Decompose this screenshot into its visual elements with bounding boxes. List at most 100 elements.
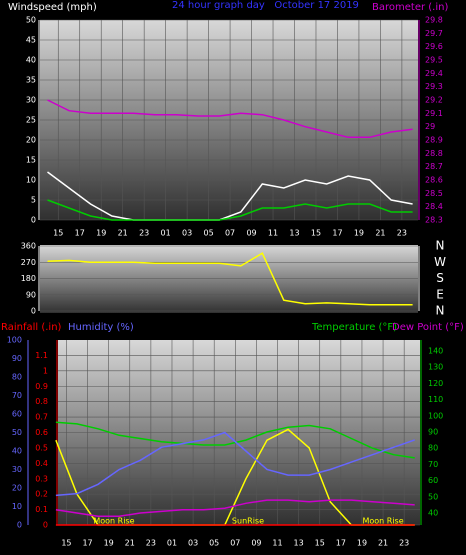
axis-label: Barometer (.in) — [372, 2, 448, 13]
y-tick-label: 0 — [43, 521, 48, 530]
y-tick-label: 110 — [428, 395, 443, 404]
y-tick-label: 0.9 — [35, 382, 48, 391]
y-tick-label: 60 — [12, 410, 22, 419]
y-tick-label: 60 — [428, 476, 438, 485]
y-tick-label: 0.4 — [35, 459, 48, 468]
series-line — [47, 199, 413, 221]
y-tick-label: 29.5 — [425, 56, 443, 65]
annotation: Moon Rise — [362, 517, 403, 526]
y-tick-label: 40 — [12, 447, 22, 456]
x-tick-label: 01 — [167, 539, 177, 548]
series-line — [55, 499, 415, 518]
axis-label: Rainfall (.in) — [1, 322, 62, 333]
x-tick-label: 15 — [61, 539, 71, 548]
y-tick-label: 15 — [26, 156, 36, 165]
y-tick-label: 29.7 — [425, 29, 443, 38]
y-tick-label: 0.6 — [35, 428, 48, 437]
y-tick-label: 1.1 — [35, 351, 48, 360]
y-tick-label: 29.6 — [425, 42, 443, 51]
axis-label: Temperature (°F) — [311, 322, 397, 333]
y-tick-label: 28.3 — [425, 216, 443, 225]
axis-label: Dew Point (°F) — [392, 322, 464, 333]
x-tick-label: 05 — [209, 539, 219, 548]
y-tick-label: 0 — [31, 216, 36, 225]
x-tick-label: 05 — [204, 229, 214, 238]
x-tick-label: 17 — [332, 229, 342, 238]
annotation: Moon Rise — [93, 517, 134, 526]
y-tick-label: 40 — [26, 56, 36, 65]
x-tick-label: 11 — [268, 229, 278, 238]
plot-area — [40, 245, 418, 313]
y-tick-label: 80 — [12, 373, 22, 382]
y-tick-label: 28.9 — [425, 136, 443, 145]
x-tick-label: 03 — [182, 229, 192, 238]
y-tick-label: 0.1 — [35, 505, 48, 514]
x-tick-label: 23 — [399, 539, 409, 548]
x-tick-label: 19 — [357, 539, 367, 548]
x-tick-label: 23 — [397, 229, 407, 238]
y-tick-label: 29.3 — [425, 82, 443, 91]
y-tick-label: 100 — [7, 336, 22, 345]
series-line — [47, 252, 413, 306]
y-tick-label: 28.7 — [425, 162, 443, 171]
annotation: SunRise — [232, 517, 264, 526]
y-tick-label: 50 — [26, 16, 36, 25]
y-tick-label: 29.4 — [425, 69, 443, 78]
y-tick-label: 28.4 — [425, 202, 443, 211]
x-tick-label: 15 — [315, 539, 325, 548]
chart-title: 24 hour graph day October 17 2019 — [172, 0, 359, 11]
x-tick-label: 13 — [294, 539, 304, 548]
axis-label: Humidity (%) — [68, 322, 134, 333]
y-tick-label: 10 — [12, 502, 22, 511]
x-tick-label: 03 — [188, 539, 198, 548]
y-tick-label: 35 — [26, 76, 36, 85]
x-tick-label: 11 — [272, 539, 282, 548]
y-tick-label: 30 — [26, 96, 36, 105]
y-tick-label: 130 — [428, 363, 443, 372]
y-tick-label: 80 — [428, 444, 438, 453]
x-tick-label: 21 — [125, 539, 135, 548]
y-tick-label: 28.8 — [425, 149, 443, 158]
y-tick-label: 0.3 — [35, 474, 48, 483]
x-tick-label: 09 — [246, 229, 256, 238]
y-tick-label: 0.2 — [35, 490, 48, 499]
y-tick-label: 50 — [12, 428, 22, 437]
x-tick-label: 19 — [354, 229, 364, 238]
y-tick-label: 10 — [26, 176, 36, 185]
y-tick-label: N — [436, 304, 445, 318]
x-tick-label: 21 — [378, 539, 388, 548]
y-tick-label: 1 — [43, 366, 48, 375]
y-tick-label: 29 — [425, 122, 435, 131]
y-tick-label: E — [436, 287, 444, 301]
y-tick-label: 120 — [428, 379, 443, 388]
y-tick-label: 180 — [21, 274, 36, 283]
x-tick-label: 23 — [146, 539, 156, 548]
series-line — [47, 171, 413, 221]
axis-label: Windspeed (mph) — [8, 2, 97, 13]
x-tick-label: 15 — [53, 229, 63, 238]
x-tick-label: 01 — [161, 229, 171, 238]
y-tick-label: N — [436, 239, 445, 253]
x-tick-label: 19 — [104, 539, 114, 548]
y-tick-label: 40 — [428, 509, 438, 518]
y-tick-label: 90 — [26, 290, 36, 299]
x-tick-label: 21 — [375, 229, 385, 238]
y-tick-label: 50 — [428, 492, 438, 501]
x-tick-label: 17 — [75, 229, 85, 238]
y-tick-label: 270 — [21, 258, 36, 267]
x-tick-label: 19 — [96, 229, 106, 238]
y-tick-label: 70 — [12, 391, 22, 400]
y-tick-label: 29.8 — [425, 16, 443, 25]
y-tick-label: 28.5 — [425, 189, 443, 198]
series-line — [47, 99, 413, 139]
y-tick-label: 20 — [12, 484, 22, 493]
y-tick-label: 90 — [12, 354, 22, 363]
y-tick-label: 90 — [428, 428, 438, 437]
x-tick-label: 15 — [311, 229, 321, 238]
x-tick-label: 23 — [139, 229, 149, 238]
y-tick-label: S — [436, 271, 444, 285]
x-tick-label: 07 — [230, 539, 240, 548]
y-tick-label: 70 — [428, 460, 438, 469]
y-tick-label: 25 — [26, 116, 36, 125]
